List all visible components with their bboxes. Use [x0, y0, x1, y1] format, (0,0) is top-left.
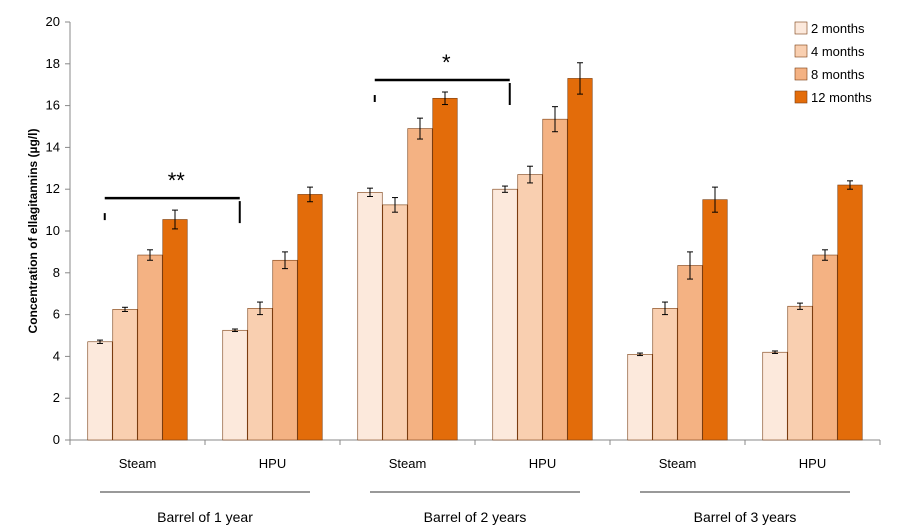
bar — [702, 199, 728, 441]
axes: 0 2 4 6 8 10 12 14 16 18 20 — [46, 14, 881, 447]
bar — [542, 118, 568, 441]
legend: 2 months 4 months 8 months 12 months — [794, 21, 872, 105]
bar — [627, 354, 653, 441]
y-tick-label: 4 — [53, 348, 60, 363]
category-labels: Steam HPU Steam HPU Steam HPU — [119, 456, 827, 471]
significance-label: ** — [168, 168, 186, 193]
y-tick-label: 8 — [53, 265, 60, 280]
y-tick-label: 6 — [53, 307, 60, 322]
legend-label: 2 months — [811, 21, 865, 36]
category-label: Steam — [659, 456, 697, 471]
group-label: Barrel of 1 year — [157, 509, 253, 525]
legend-label: 12 months — [811, 90, 872, 105]
category-label: HPU — [799, 456, 826, 471]
bar — [652, 308, 678, 441]
bar — [517, 174, 543, 441]
legend-swatch — [794, 90, 808, 104]
bar — [297, 194, 323, 441]
bar — [837, 184, 863, 441]
bar — [112, 309, 138, 441]
bar — [222, 329, 248, 441]
y-tick-label: 16 — [46, 98, 60, 113]
legend-label: 8 months — [811, 67, 865, 82]
y-tick-label: 10 — [46, 223, 60, 238]
bar — [247, 308, 273, 441]
category-label: Steam — [389, 456, 427, 471]
y-tick-label: 12 — [46, 181, 60, 196]
error-bars — [97, 62, 853, 357]
legend-swatch — [794, 44, 808, 58]
legend-swatch — [794, 21, 808, 35]
bar — [677, 265, 703, 441]
y-ticks: 0 2 4 6 8 10 12 14 16 18 20 — [46, 14, 70, 447]
y-tick-label: 20 — [46, 14, 60, 29]
bar — [567, 78, 593, 441]
significance-label: * — [442, 50, 451, 75]
bar — [357, 192, 383, 441]
bars — [87, 78, 863, 441]
bar — [432, 97, 458, 441]
bar — [787, 305, 813, 441]
legend-swatch — [794, 67, 808, 81]
category-label: Steam — [119, 456, 157, 471]
y-axis-title: Concentration of ellagitannins (µg/l) — [26, 129, 40, 334]
bar — [162, 219, 188, 441]
bar — [492, 188, 518, 441]
bar — [407, 128, 433, 441]
y-tick-label: 0 — [53, 432, 60, 447]
y-tick-label: 18 — [46, 56, 60, 71]
bar — [762, 351, 788, 441]
bar — [87, 341, 113, 441]
group-label: Barrel of 3 years — [694, 509, 797, 525]
significance-annotations: *** — [103, 50, 511, 224]
bar — [812, 254, 838, 441]
y-tick-label: 14 — [46, 139, 60, 154]
legend-label: 4 months — [811, 44, 865, 59]
group-label: Barrel of 2 years — [424, 509, 527, 525]
bar — [382, 204, 408, 441]
group-labels: Barrel of 1 year Barrel of 2 years Barrel … — [100, 491, 850, 525]
bar — [272, 259, 298, 441]
y-tick-label: 2 — [53, 390, 60, 405]
category-label: HPU — [529, 456, 556, 471]
category-label: HPU — [259, 456, 286, 471]
bar — [137, 254, 163, 441]
x-ticks — [69, 440, 881, 445]
